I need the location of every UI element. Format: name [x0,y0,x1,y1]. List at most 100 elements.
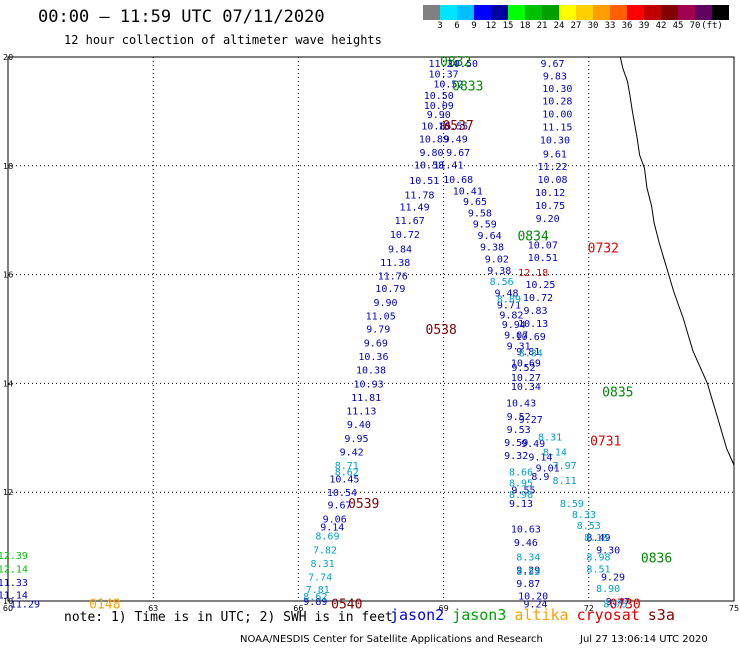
pass-time-label: 0732 [588,241,619,256]
wave-height-label: 10.37 [429,69,459,80]
wave-height-label: 9.52 [511,363,535,374]
wave-height-label: 7.74 [308,573,332,584]
lon-tick-label: 66 [293,604,303,613]
wave-height-label: 8.90 [596,584,620,595]
color-scale-cell [678,5,695,20]
wave-height-label: 9.07 [504,330,528,341]
wave-height-label: 11.15 [542,123,572,134]
color-scale-cell [627,5,644,20]
pass-time-label: 0834 [517,229,548,244]
footnote: note: 1) Time is in UTC; 2) SWH is in fe… [64,610,393,625]
wave-height-label: 9.27 [519,415,543,426]
wave-height-label: 11.38 [380,258,410,269]
wave-height-label: 9.79 [366,324,390,335]
map-frame [7,56,735,602]
color-scale-label: 30 [587,21,599,31]
pass-time-label: 0835 [602,386,633,401]
wave-height-label: 11.29 [10,600,40,611]
lon-tick-label: 75 [729,604,739,613]
color-scale-label: 24 [553,21,565,31]
wave-height-label: 10.85 [421,122,451,133]
lat-tick-label: 10 [3,597,13,606]
wave-height-label: 10.68 [443,175,473,186]
wave-height-label: 9.13 [509,499,533,510]
wave-height-label: 11.24 [429,59,459,70]
color-scale-cell [440,5,457,20]
coastline [619,56,735,466]
wave-height-label: 8.49 [586,533,610,544]
wave-height-label: 12.14 [0,564,28,575]
lat-tick-label: 18 [3,162,13,171]
color-scale-label: 3 [437,21,443,31]
wave-height-label: 9.38 [480,242,504,253]
wave-height-label: 8.51 [586,564,610,575]
wave-height-label: 11.49 [400,203,430,214]
wave-height-label: 10.52 [433,80,463,91]
wave-height-label: 8.53 [577,521,601,532]
wave-height-label: 9.61 [543,149,567,160]
wave-height-label: 9.67 [327,501,351,512]
wave-height-label: 8.62 [303,592,327,603]
wave-height-label: 10.63 [511,525,541,536]
wave-height-label: 10.72 [390,230,420,241]
color-scale-label: 27 [570,21,582,31]
wave-height-label: 11.22 [537,162,567,173]
wave-height-label: 9.87 [516,579,540,590]
wave-height-label: 8.98 [586,552,610,563]
wave-height-label: 10.07 [528,241,558,252]
color-scale-cell [423,5,440,20]
wave-height-label: 8.59 [560,499,584,510]
color-scale-label: 6 [454,21,460,31]
wave-height-label: 9.94 [502,320,526,331]
wave-height-label: 9.24 [524,600,548,611]
wave-height-label: 8.75 [603,600,627,611]
wave-height-label: 9.53 [507,425,531,436]
color-scale-label: 33 [604,21,616,31]
lat-tick-label: 14 [3,379,13,388]
wave-height-label: 9.67 [540,59,564,70]
wave-height-label: 8.62 [335,468,359,479]
axis-ticks: 60 63 66 69 72 75 10 12 14 16 18 20 [3,53,739,613]
wave-height-label: 10.38 [356,365,386,376]
color-scale-label: 18 [519,21,531,31]
wave-height-label: 9.52 [507,412,531,423]
wave-height-label: 10.72 [523,293,553,304]
wave-height-label: 9.48 [494,289,518,300]
pass-time-label: 0538 [426,323,457,338]
wave-height-label: 12.39 [0,551,28,562]
wave-height-label: 9.06 [323,514,347,525]
wave-height-label: 9.80 [419,148,443,159]
color-scale-label: 9 [471,21,477,31]
wave-height-label: 8.11 [553,476,577,487]
color-scale-cell [712,5,729,20]
lon-tick-label: 72 [584,604,594,613]
wave-height-label: 10.13 [518,319,548,330]
wave-height-label: 10.12 [535,188,565,199]
wave-height-label: 10.51 [409,176,439,187]
wave-height-label: 10.93 [354,379,384,390]
color-scale-cell [576,5,593,20]
wave-height-label: 7.97 [553,461,577,472]
wave-height-label: 10.89 [419,135,449,146]
color-scale-cell [525,5,542,20]
wave-height-label: 8.31 [538,433,562,444]
wave-height-label: 10.41 [453,186,483,197]
pass-time-label: 0832 [440,55,471,70]
pass-time-label: 0540 [331,598,362,613]
wave-height-label: 9.40 [347,420,371,431]
wave-height-label: 9.02 [485,254,509,265]
wave-height-label: 8.69 [315,532,339,543]
wave-height-label: 9.59 [504,438,528,449]
color-scale-label: 70 [689,21,701,31]
wave-height-label: 9.46 [514,538,538,549]
wave-height-label: 12.18 [518,268,548,279]
wave-height-label: 11.41 [433,161,463,172]
wave-height-label: 10.69 [516,332,546,343]
color-scale-cell [457,5,474,20]
color-scale-label: 42 [655,21,667,31]
wave-height-label: 8.89 [497,295,521,306]
wave-height-label: 10.34 [511,382,541,393]
wave-height-label: 10.25 [525,280,555,291]
pass-time-label: 0537 [442,119,473,134]
wave-height-label: 9.58 [468,209,492,220]
